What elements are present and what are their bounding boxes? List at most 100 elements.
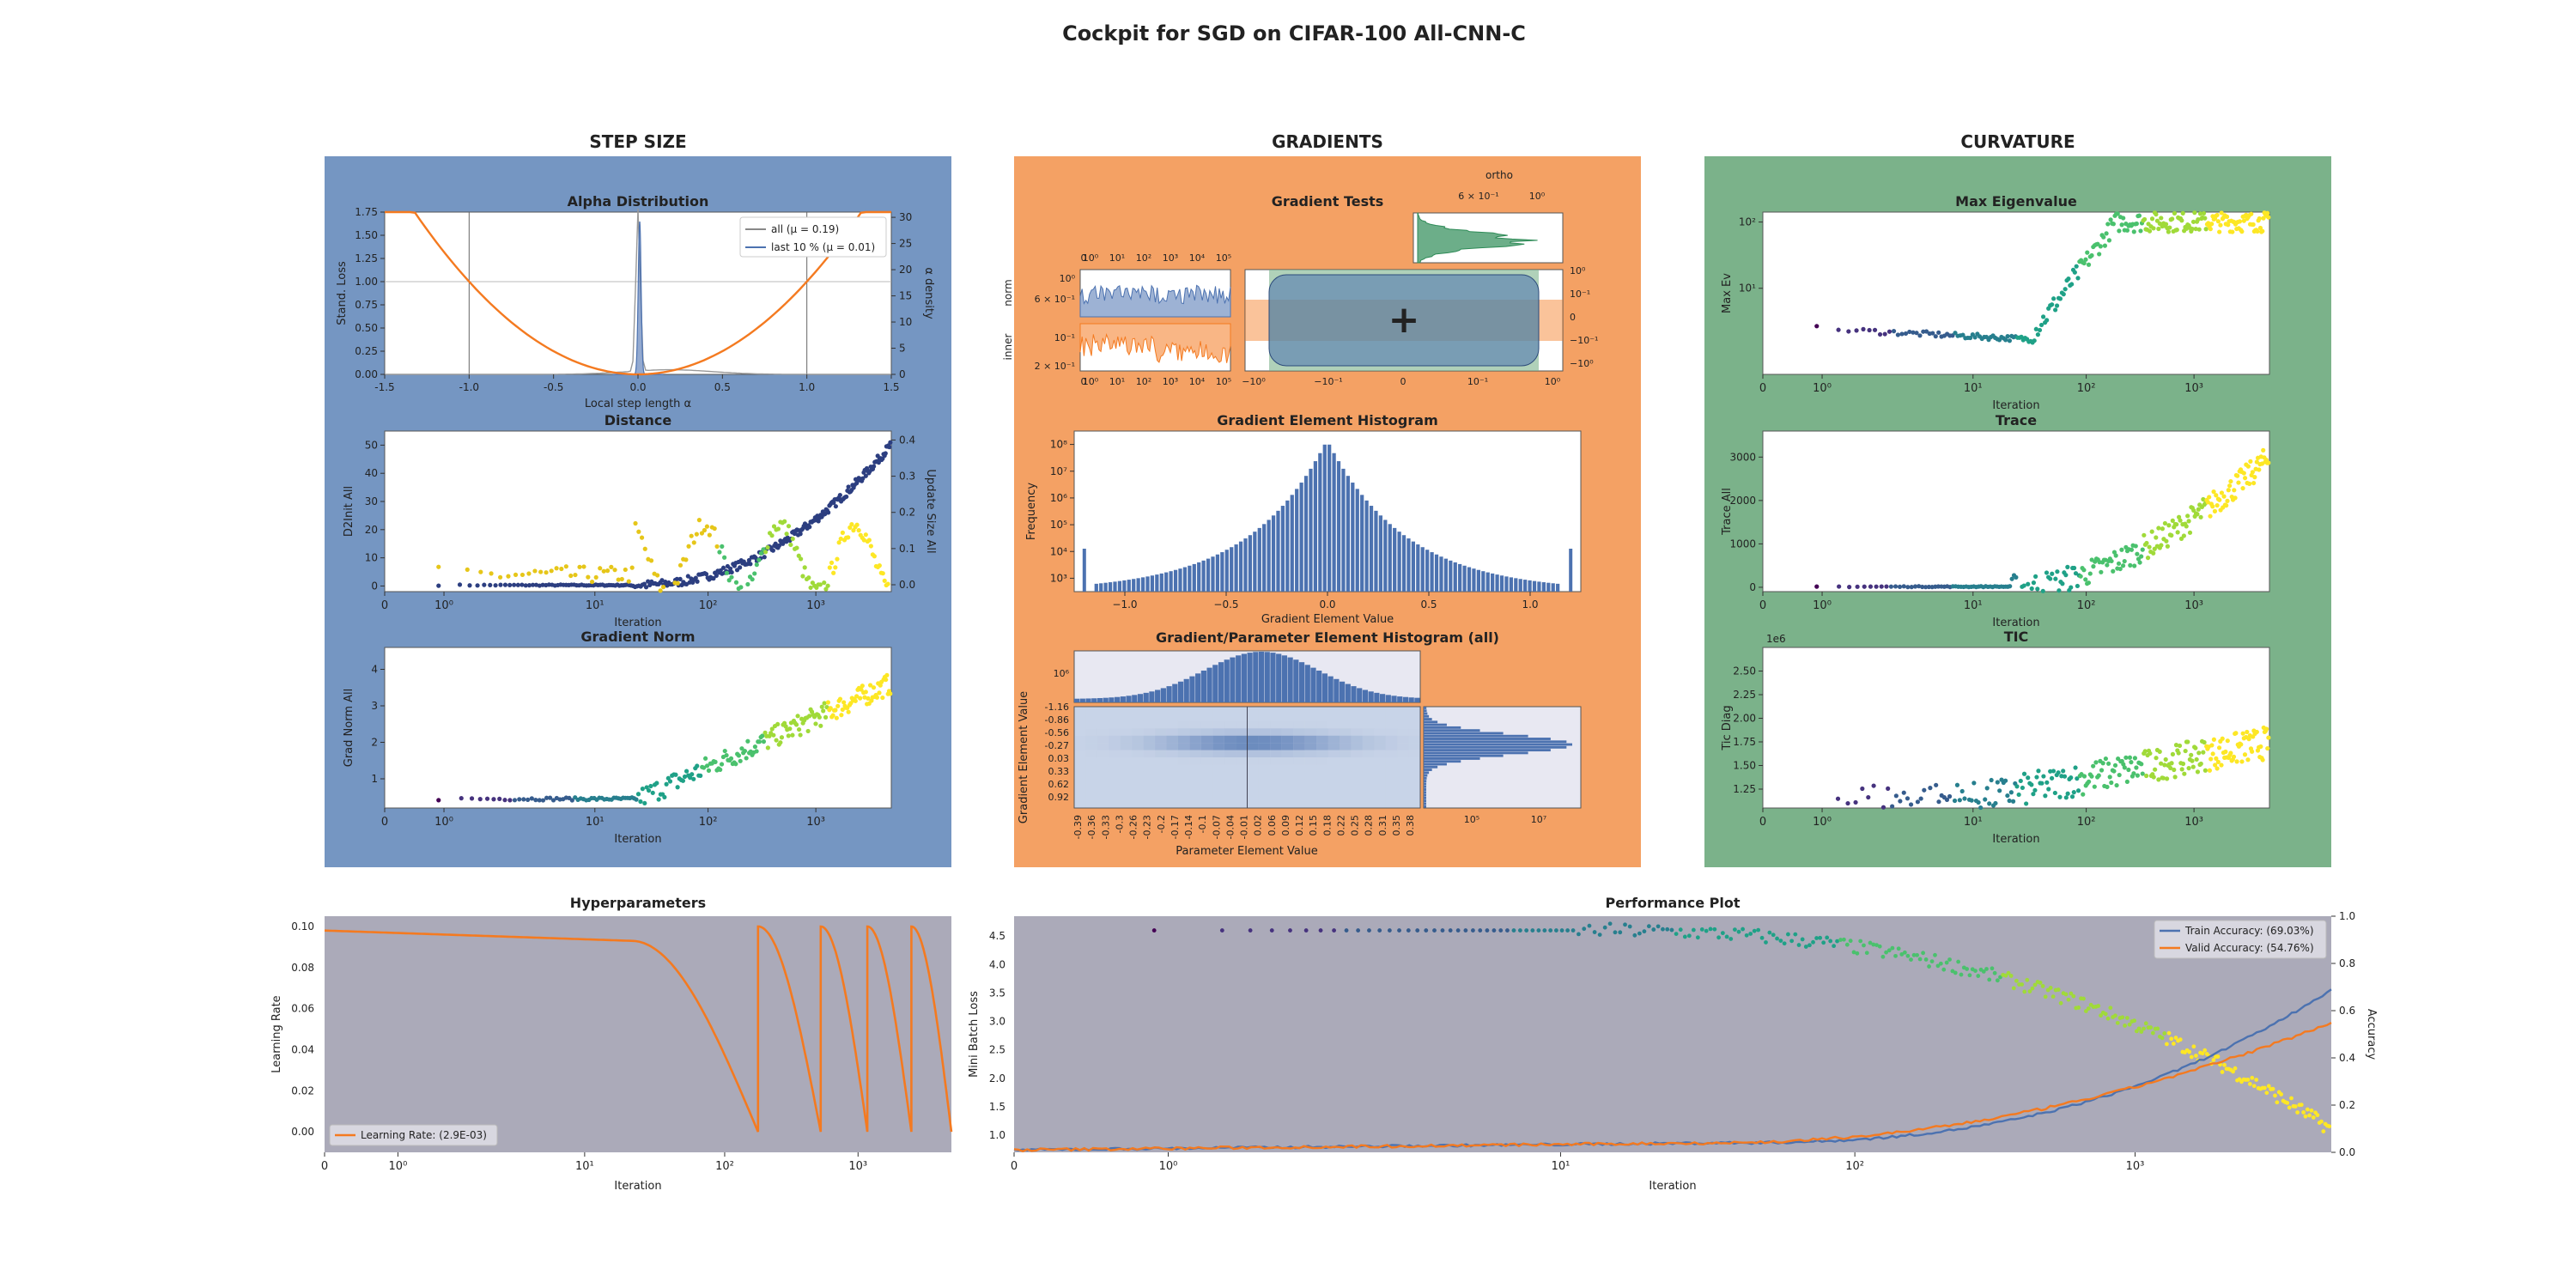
perf-loss-point bbox=[1890, 945, 1895, 951]
distance-point bbox=[827, 565, 832, 570]
trace-point bbox=[2029, 586, 2034, 592]
perf-loss-point bbox=[2132, 1018, 2137, 1024]
hist2d-cell bbox=[1120, 800, 1133, 808]
gradtests-main-xtick: 10⁻¹ bbox=[1467, 376, 1488, 387]
hist2d-cell bbox=[1109, 707, 1121, 714]
maxev-point bbox=[2260, 228, 2265, 234]
gradnorm-xtick-label: 10³ bbox=[806, 816, 825, 829]
histogram-bar bbox=[1411, 541, 1416, 592]
trace-point bbox=[2236, 480, 2241, 485]
trace-point bbox=[2065, 564, 2070, 569]
trace-point bbox=[2137, 560, 2142, 565]
hist2d-cell bbox=[1339, 735, 1352, 744]
hist2d-cell bbox=[1074, 750, 1086, 757]
perf-loss-point bbox=[2008, 974, 2014, 978]
distance-point bbox=[738, 585, 744, 590]
tic-point bbox=[2144, 773, 2149, 779]
hist2d-cell bbox=[1224, 771, 1236, 780]
tic-point bbox=[2016, 792, 2021, 798]
hyper-legend-box bbox=[329, 1124, 498, 1146]
perf-y2tick-label: 0.8 bbox=[2339, 957, 2355, 969]
distance-point bbox=[612, 568, 617, 573]
hist2d-cell bbox=[1189, 750, 1201, 757]
tic-ytick-label: 2.00 bbox=[1733, 713, 1756, 725]
hist2d-cell bbox=[1281, 750, 1294, 757]
hist2d-cell bbox=[1316, 793, 1328, 801]
distance-point bbox=[782, 519, 787, 524]
hist2d-cell bbox=[1236, 707, 1248, 714]
tic-point bbox=[1901, 790, 1906, 795]
hist2d-top-bar bbox=[1374, 692, 1380, 702]
perf-loss-point bbox=[2063, 992, 2069, 997]
hist2d-cell bbox=[1155, 750, 1167, 757]
perf-loss-point bbox=[1775, 936, 1779, 941]
hist2d-panel: Gradient/Parameter Element Histogram (al… bbox=[1018, 629, 1582, 858]
maxev-point bbox=[1907, 329, 1912, 335]
distance-ytick-label: 30 bbox=[365, 495, 378, 507]
distance-point bbox=[549, 568, 554, 574]
hist2d-cell bbox=[1327, 714, 1340, 721]
histogram-ytick-label: 10⁸ bbox=[1050, 439, 1067, 451]
hist2d-cell bbox=[1362, 750, 1375, 757]
tic-point bbox=[1853, 799, 1858, 805]
perf-loss-point bbox=[2233, 1066, 2238, 1071]
hist2d-cell bbox=[1281, 771, 1294, 780]
distance-point bbox=[660, 585, 666, 590]
gradnorm-ylabel: Grad Norm All bbox=[343, 689, 355, 767]
tic-point bbox=[2170, 751, 2176, 756]
hist2d-cell bbox=[1132, 800, 1144, 808]
perf-loss-point bbox=[1597, 933, 1602, 938]
perf-xtick-label: 10³ bbox=[2126, 1160, 2145, 1173]
perf-title: Performance Plot bbox=[1606, 895, 1741, 911]
distance-point bbox=[616, 577, 621, 582]
hist2d-cell bbox=[1408, 793, 1420, 801]
gradnorm-point bbox=[837, 696, 843, 702]
perf-loss-point bbox=[1318, 928, 1323, 933]
perf-loss-point bbox=[1764, 940, 1768, 945]
histogram-bar bbox=[1541, 582, 1546, 592]
maxev-point bbox=[2134, 221, 2139, 227]
hist2d-cell bbox=[1120, 786, 1133, 794]
perf-loss-point bbox=[1602, 925, 1607, 930]
hist2d-cell bbox=[1085, 757, 1097, 765]
perf-loss-point bbox=[1868, 940, 1873, 945]
distance-point bbox=[619, 576, 624, 582]
perf-loss-point bbox=[2030, 986, 2035, 991]
perf-loss-point bbox=[1880, 954, 1886, 959]
hist2d-cell bbox=[1374, 757, 1386, 765]
hist2d-cell bbox=[1270, 786, 1282, 794]
distance-point bbox=[733, 580, 739, 585]
perf-loss-point bbox=[1759, 935, 1765, 940]
hist2d-cell bbox=[1200, 757, 1213, 765]
trace-point bbox=[2240, 486, 2245, 491]
tic-title: TIC bbox=[2004, 629, 2029, 645]
hist2d-cell bbox=[1339, 714, 1352, 721]
gradnorm-point bbox=[698, 773, 703, 778]
perf-loss-point bbox=[2305, 1107, 2310, 1112]
perf-ylabel: Mini Batch Loss bbox=[968, 991, 981, 1078]
hist2d-xtick: -0.07 bbox=[1211, 815, 1222, 839]
perf-loss-point bbox=[2086, 1006, 2091, 1011]
gradnorm-point bbox=[512, 798, 518, 803]
hist2d-top-bar bbox=[1368, 691, 1374, 702]
perf-loss-point bbox=[1886, 948, 1892, 953]
distance-point bbox=[784, 532, 789, 537]
distance-point bbox=[636, 529, 641, 534]
hist2d-xtick: 0.25 bbox=[1350, 815, 1361, 836]
maxev-xtick-label: 10² bbox=[2077, 382, 2096, 395]
distance-point bbox=[872, 554, 877, 559]
hist2d-cell bbox=[1236, 757, 1248, 765]
hist2d-cell bbox=[1143, 728, 1156, 736]
hist2d-right-bar bbox=[1424, 732, 1504, 735]
perf-loss-point bbox=[1905, 953, 1911, 958]
hist2d-cell bbox=[1200, 793, 1213, 801]
perf-loss-point bbox=[2096, 1004, 2101, 1008]
distance-point bbox=[876, 460, 881, 465]
trace-point bbox=[2198, 514, 2203, 519]
distance-point bbox=[861, 538, 866, 543]
hist2d-cell bbox=[1316, 707, 1328, 714]
maxev-point bbox=[2051, 296, 2057, 301]
maxev-point bbox=[2230, 229, 2235, 234]
